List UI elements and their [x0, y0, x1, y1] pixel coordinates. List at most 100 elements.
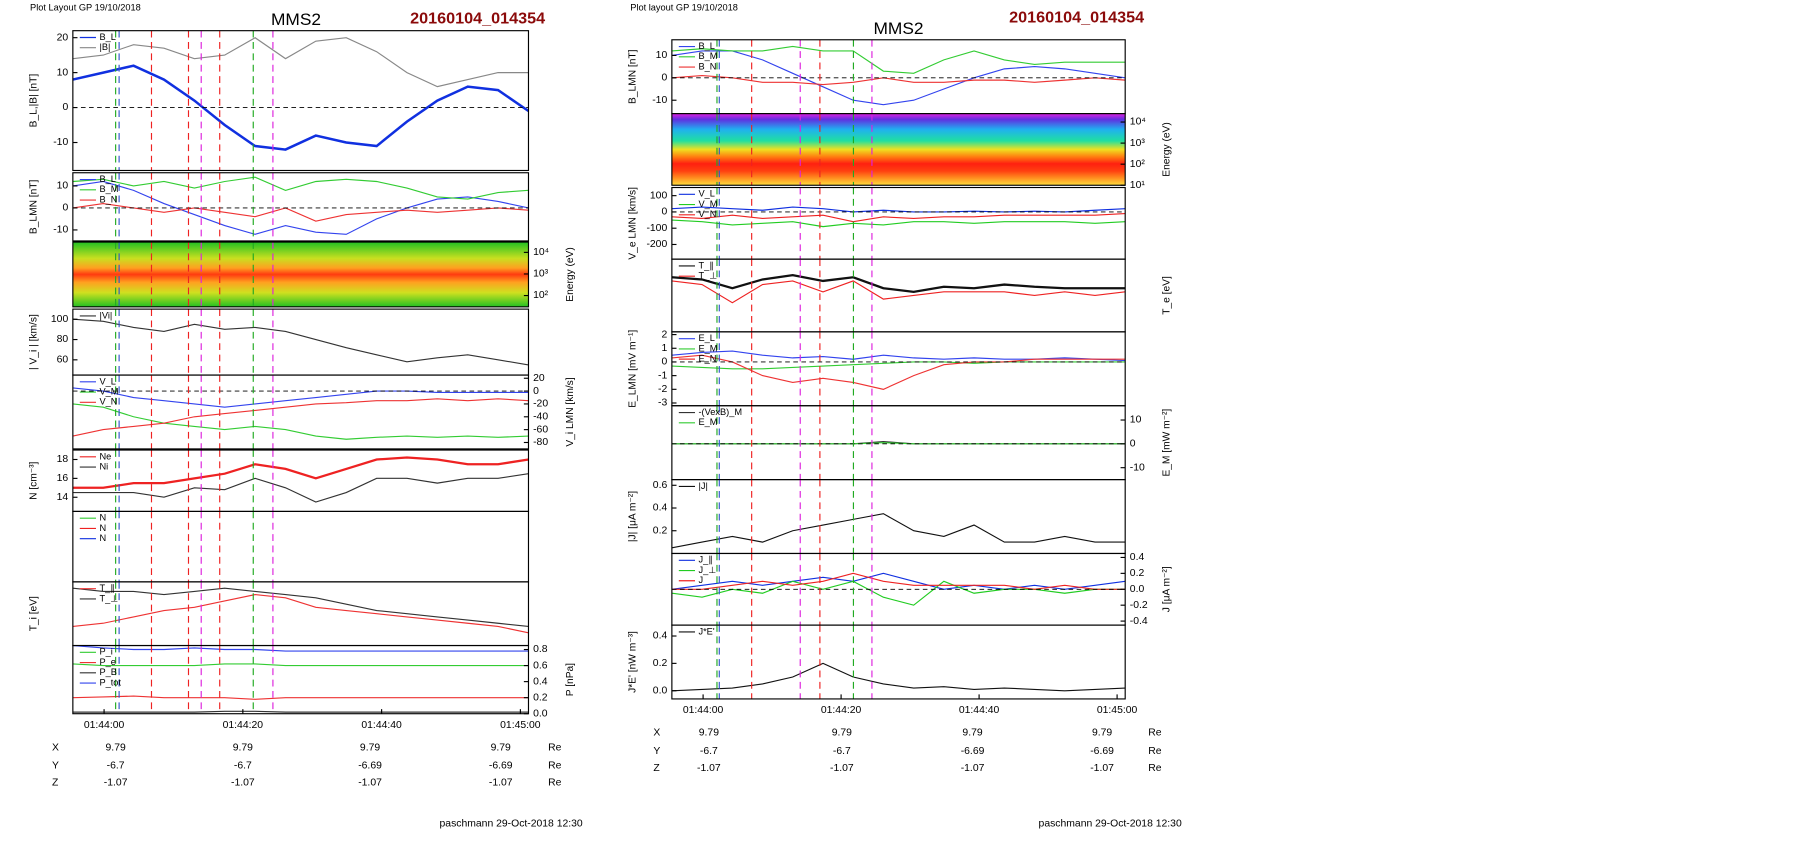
- legend-label: -(VexB)_M: [698, 407, 742, 417]
- y-tick-label: -10: [1130, 462, 1145, 473]
- legend-label: B_L: [99, 32, 115, 42]
- y-tick-label: 100: [51, 314, 69, 325]
- coord-value: -6.7: [700, 746, 718, 757]
- y-tick-label: 0.2: [653, 658, 668, 669]
- y-tick-label: -100: [646, 223, 667, 234]
- legend-label: V_N: [698, 209, 716, 219]
- coord-value: -1.07: [1090, 763, 1114, 774]
- y-axis-label: J*E' [nW m⁻³]: [627, 631, 638, 693]
- series-line: [671, 280, 1126, 304]
- series-line: [72, 587, 529, 627]
- y-tick-label: 0.0: [533, 708, 548, 719]
- legend-label: E_M: [698, 417, 717, 427]
- footer: paschmann 29-Oct-2018 12:30: [440, 819, 583, 830]
- y-tick-label: -10: [53, 137, 68, 148]
- coord-value: -1.07: [104, 778, 128, 789]
- y-tick-label: 0.2: [653, 526, 668, 537]
- y-tick-label: -0.2: [1130, 600, 1148, 611]
- coord-value: -6.69: [358, 761, 382, 772]
- y-tick-label: 1: [661, 343, 667, 354]
- panel-frame: [72, 644, 530, 715]
- series-line: [72, 64, 530, 151]
- y-axis-label: B_L,|B| [nT]: [28, 74, 39, 128]
- panel-frame: [671, 624, 1126, 700]
- y-tick-label: 0.6: [533, 660, 548, 671]
- series-line: [671, 212, 1126, 223]
- y-tick-label: 10: [656, 50, 668, 61]
- y-axis-label: E_LMN [mV m⁻¹]: [627, 330, 638, 408]
- y-tick-label: 0: [533, 386, 539, 397]
- coord-value: -1.07: [961, 763, 985, 774]
- y-tick-label: 10³: [1130, 138, 1146, 149]
- coord-unit: Re: [548, 778, 562, 789]
- panel-frame: [72, 172, 530, 242]
- y-axis-label: Energy (eV): [565, 247, 576, 301]
- series-line: [72, 403, 529, 440]
- x-tick-label: 01:45:00: [1097, 705, 1138, 716]
- series-line: [671, 273, 1126, 293]
- y-axis-label: B_LMN [nT]: [28, 179, 39, 234]
- x-tick-label: 01:45:00: [500, 720, 541, 731]
- coord-value: -6.69: [961, 746, 985, 757]
- y-tick-label: 20: [57, 32, 69, 43]
- y-axis-label: V_e LMN [km/s]: [627, 187, 638, 260]
- series-line: [671, 572, 1126, 590]
- y-tick-label: -40: [533, 412, 548, 423]
- coord-name: Z: [653, 763, 659, 774]
- y-tick-label: -10: [652, 95, 667, 106]
- coord-value: 9.79: [106, 743, 126, 754]
- legend-label: V_M: [99, 387, 118, 397]
- coord-unit: Re: [1148, 728, 1162, 739]
- y-tick-label: 0: [661, 207, 667, 218]
- y-axis-label: T_e [eV]: [1161, 276, 1172, 315]
- x-tick-label: 01:44:40: [361, 720, 402, 731]
- series-line: [72, 695, 529, 700]
- x-tick-label: 01:44:00: [683, 705, 724, 716]
- y-tick-label: -3: [658, 398, 668, 409]
- series-line: [671, 45, 1126, 74]
- legend-label: B_M: [698, 51, 717, 61]
- event-id: 20160104_014354: [1009, 9, 1144, 27]
- series-line: [671, 219, 1126, 228]
- legend-label: N: [99, 533, 106, 543]
- legend-label: |B|: [99, 42, 110, 52]
- series-line: [72, 644, 529, 652]
- coord-value: -6.69: [1090, 746, 1114, 757]
- coord-value: 9.79: [832, 728, 852, 739]
- panel-frame: [72, 449, 530, 512]
- y-axis-label: | V_i | [km/s]: [28, 314, 39, 370]
- y-tick-label: 2: [661, 329, 667, 340]
- legend-label: E_L: [698, 333, 714, 343]
- y-tick-label: 20: [533, 373, 545, 384]
- y-axis-label: J [μA m⁻²]: [1161, 566, 1172, 612]
- legend-label: V_M: [698, 199, 717, 209]
- legend-label: N: [99, 523, 106, 533]
- y-tick-label: 0: [661, 357, 667, 368]
- series-line: [72, 318, 529, 366]
- coord-value: -1.07: [358, 778, 382, 789]
- coord-value: 9.79: [491, 743, 511, 754]
- spectrogram: [72, 242, 529, 307]
- y-axis-label: V_i LMN [km/s]: [565, 377, 576, 446]
- legend-label: V_L: [698, 189, 714, 199]
- legend-label: T_⊥: [698, 271, 717, 281]
- y-tick-label: -60: [533, 424, 548, 435]
- series-line: [671, 513, 1126, 549]
- coord-value: 9.79: [962, 728, 982, 739]
- coord-value: 9.79: [699, 728, 719, 739]
- series-line: [671, 206, 1126, 213]
- legend-label: J_⊥: [698, 565, 716, 575]
- series-line: [72, 473, 529, 503]
- y-tick-label: 10⁴: [1130, 117, 1146, 128]
- panel-frame: [671, 113, 1126, 186]
- y-tick-label: 10⁴: [533, 247, 549, 258]
- y-tick-label: 10¹: [1130, 180, 1146, 191]
- legend-label: B_L: [698, 41, 714, 51]
- legend-label: |J|: [698, 481, 707, 491]
- layout-label: Plot layout GP 19/10/2018: [630, 2, 738, 12]
- y-tick-label: 0: [62, 203, 68, 214]
- legend-label: N: [99, 513, 106, 523]
- y-tick-label: 60: [57, 355, 69, 366]
